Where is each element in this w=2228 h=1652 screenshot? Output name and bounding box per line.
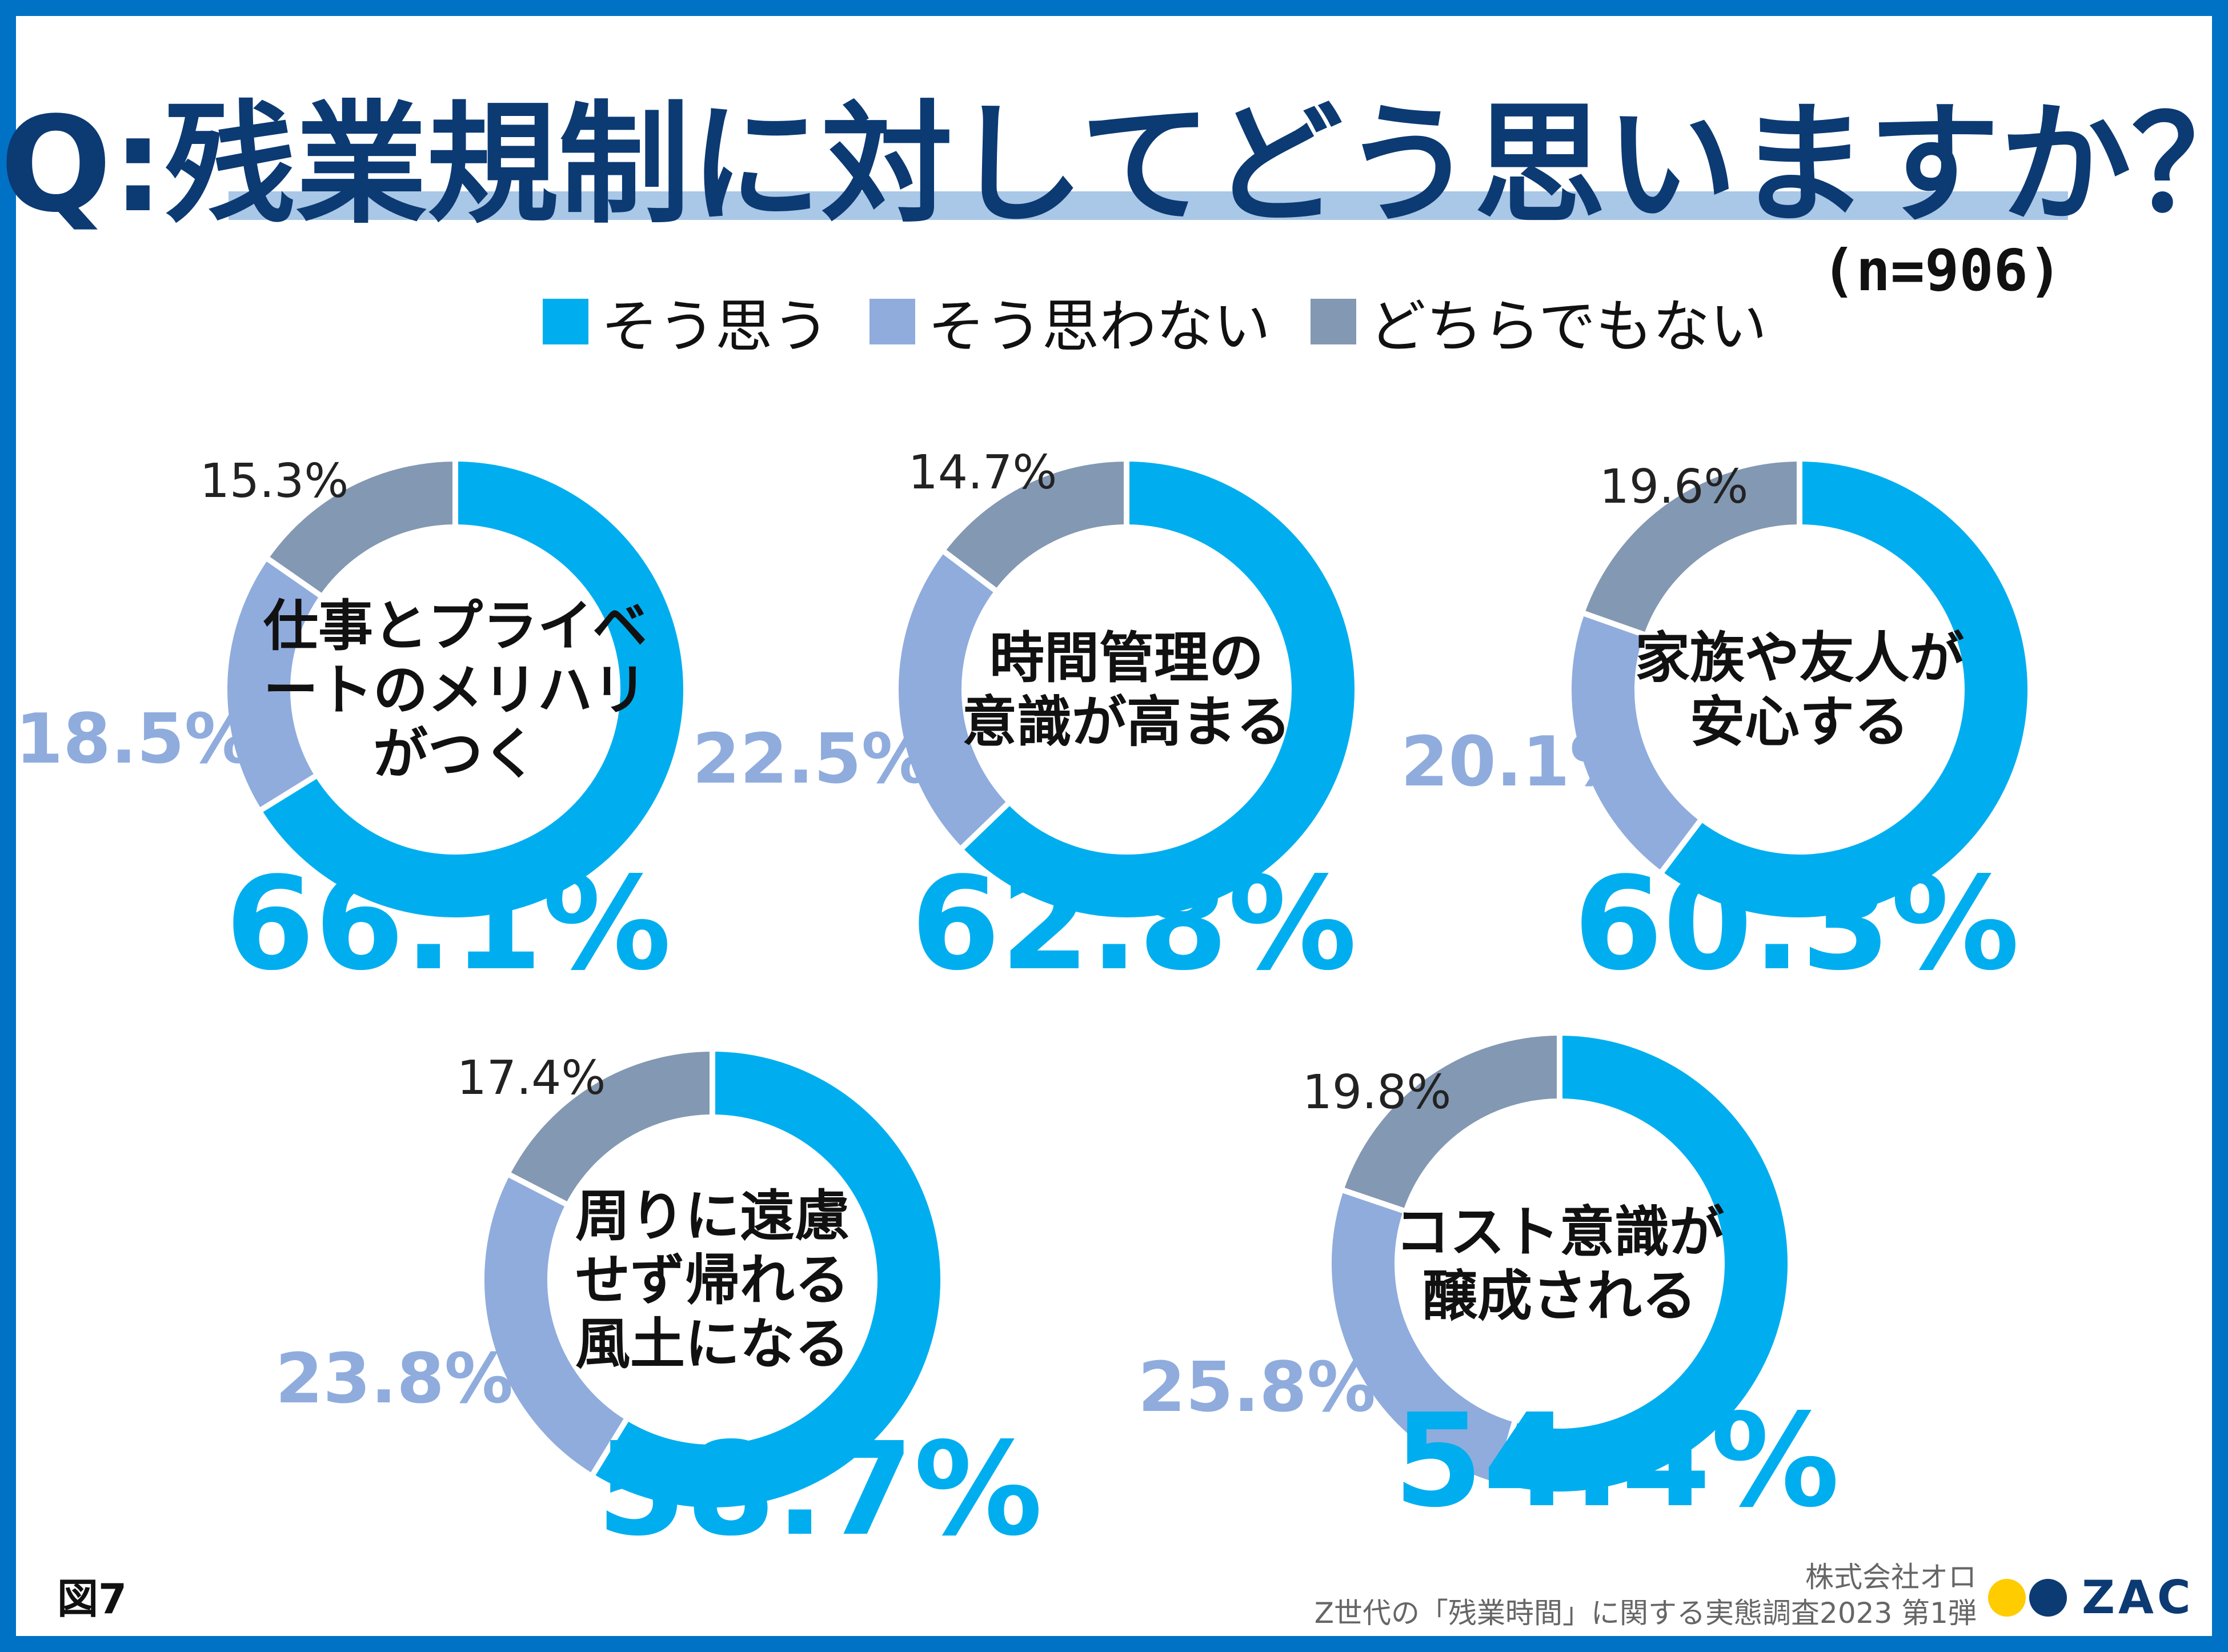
donut-4-slice-agree: [593, 1052, 940, 1507]
donut-3-slice-agree: [1662, 462, 2027, 917]
donut-5-label-agree: 54.4%: [1393, 1386, 1840, 1536]
donut-4-label-disagree: 23.8%: [275, 1340, 513, 1419]
donut-2-center-label: 意識が高まる: [962, 690, 1291, 754]
donut-5-label-disagree: 25.8%: [1138, 1348, 1376, 1428]
donut-1-label-disagree: 18.5%: [15, 700, 253, 779]
donut-separator: [1494, 1419, 1518, 1486]
donut-separator: [1581, 610, 1647, 638]
donut-2-slice-neutral: [944, 462, 1127, 591]
donut-separator: [258, 772, 319, 813]
donut-1-label-neutral: 15.3%: [200, 454, 349, 508]
donut-separator: [589, 1417, 630, 1478]
donut-3-center-label: 安心する: [1690, 690, 1909, 754]
donut-5-label-neutral: 19.8%: [1303, 1065, 1452, 1120]
footer: 株式会社オロ Z世代の「残業時間」に関する実態調査2023 第1弾: [1315, 1559, 1977, 1631]
donut-5-slice-agree: [1497, 1036, 1788, 1491]
donut-separator: [265, 555, 324, 599]
donut-2-label-neutral: 14.7%: [908, 446, 1057, 500]
donut-2-slice-disagree: [899, 552, 1008, 848]
legend-swatch-agree: [543, 298, 588, 344]
donut-5-center-label: コスト意識が: [1395, 1200, 1724, 1264]
donut-4-center-label: せず帰れる: [575, 1248, 849, 1312]
donut-5-slice-disagree: [1332, 1190, 1515, 1483]
donut-1-center-label: ートのメリハリ: [263, 658, 647, 722]
legend-label-neutral: どちらでもない: [1369, 293, 1767, 360]
donut-1-slice-neutral: [268, 462, 456, 596]
footer-source: Z世代の「残業時間」に関する実態調査2023 第1弾: [1314, 1596, 1977, 1630]
donut-5-center-label: 醸成される: [1422, 1264, 1697, 1328]
logo-dot-yellow: [1988, 1578, 2026, 1617]
donut-1-center-label: 仕事とプライベ: [263, 594, 647, 658]
donut-2-label-agree: 62.8%: [911, 849, 1357, 999]
donut-4-slice-neutral: [510, 1052, 713, 1205]
donut-separator: [959, 800, 1012, 852]
legend-item-neutral: どちらでもない: [1311, 280, 1767, 363]
donut-3-center-label: 家族や友人が: [1635, 626, 1964, 690]
legend-swatch-disagree: [869, 298, 915, 344]
donut-2-label-disagree: 22.5%: [692, 720, 930, 799]
donut-4-label-agree: 58.7%: [596, 1415, 1043, 1565]
donut-3-label-agree: 60.3%: [1573, 849, 2019, 999]
legend: そう思う そう思わない どちらでもない: [543, 280, 1807, 363]
donut-separator: [1340, 1186, 1406, 1214]
donut-1-slice-disagree: [227, 559, 320, 810]
donut-2-center-label: 時間管理の: [989, 626, 1264, 690]
zac-logo: ZAC: [1988, 1571, 2194, 1624]
logo-dot-navy: [2029, 1578, 2067, 1617]
legend-swatch-neutral: [1311, 298, 1356, 344]
donut-4-label-neutral: 17.4%: [457, 1051, 606, 1105]
page-title: Q:残業規制に対してどう思いますか？: [0, 89, 2228, 242]
legend-item-agree: そう思う: [543, 280, 830, 363]
legend-label-disagree: そう思わない: [928, 293, 1271, 360]
donut-1-slice-agree: [261, 462, 683, 917]
donut-3-slice-neutral: [1584, 462, 1800, 635]
donut-5-slice-neutral: [1344, 1036, 1560, 1212]
donut-3-slice-disagree: [1572, 614, 1701, 872]
title-underline: [229, 191, 2068, 220]
donut-4-slice-disagree: [484, 1175, 627, 1474]
donut-3-label-neutral: 19.6%: [1600, 460, 1749, 514]
legend-label-agree: そう思う: [601, 293, 830, 360]
logo-text: ZAC: [2082, 1571, 2194, 1624]
donut-separator: [941, 548, 999, 594]
donut-4-center-label: 周りに遠慮: [575, 1184, 849, 1248]
sample-size: (n=906): [1821, 237, 2062, 304]
figure-label: 図7: [57, 1575, 127, 1623]
donut-2-slice-agree: [962, 462, 1355, 917]
legend-item-disagree: そう思わない: [869, 280, 1271, 363]
donut-separator: [1658, 817, 1704, 875]
donut-4-center-label: 風土になる: [575, 1312, 849, 1376]
donut-1-label-agree: 66.1%: [225, 849, 671, 999]
donut-separator: [506, 1171, 570, 1208]
footer-company: 株式会社オロ: [1805, 1561, 1977, 1594]
chart-panel: [16, 16, 2212, 1636]
donut-3-label-disagree: 20.1%: [1401, 723, 1638, 802]
donut-1-center-label: がつく: [373, 722, 538, 786]
